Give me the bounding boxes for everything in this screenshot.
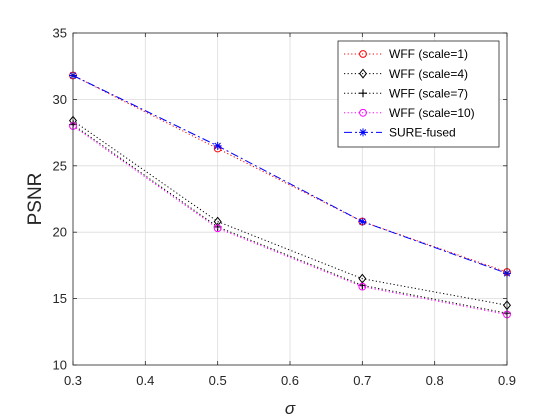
x-tick-label: 0.6 [281, 373, 299, 388]
series-layer [68, 71, 512, 319]
series-line [72, 125, 508, 316]
series-line [72, 75, 508, 274]
legend-swatch-marker [359, 128, 367, 137]
y-tick-label: 15 [53, 291, 67, 306]
legend-item: WFF (scale=10) [344, 106, 475, 120]
legend-item: WFF (scale=7) [344, 86, 468, 100]
series-line [72, 124, 508, 314]
data-point [213, 222, 222, 231]
data-point [358, 282, 367, 291]
legend-label: WFF (scale=1) [389, 47, 468, 61]
x-tick-label: 0.8 [426, 373, 444, 388]
x-tick-label: 0.9 [498, 373, 516, 388]
y-axis-label: PSNR [25, 173, 46, 226]
legend-item: WFF (scale=1) [344, 47, 468, 61]
legend-item: SURE-fused [344, 126, 456, 140]
legend-swatch-marker [358, 68, 368, 79]
y-tick-label: 20 [53, 225, 67, 240]
x-tick-label: 0.5 [209, 373, 227, 388]
x-axis-label: σ [285, 399, 296, 418]
legend-swatch-marker [359, 50, 367, 58]
data-point [358, 281, 367, 290]
legend: WFF (scale=1) WFF (scale=4) WFF (scale=7) W… [337, 40, 500, 148]
legend-label: WFF (scale=10) [389, 106, 475, 120]
data-point [358, 217, 367, 226]
legend-item: WFF (scale=4) [344, 67, 468, 81]
y-tick-label: 25 [53, 158, 67, 173]
legend-label: WFF (scale=4) [389, 67, 468, 81]
data-point [213, 224, 222, 233]
y-tick-label: 35 [53, 26, 67, 41]
x-tick-label: 0.7 [353, 373, 371, 388]
legend-swatch-marker [359, 108, 367, 117]
y-tick-label: 30 [53, 92, 67, 107]
data-point [213, 141, 222, 150]
legend-box [337, 40, 500, 148]
x-tick-label: 0.3 [64, 373, 82, 388]
ticks: 0.3 0.4 0.5 0.6 0.7 0.8 0.9 10 15 20 25 30 35 [53, 26, 517, 389]
series-line [72, 75, 508, 273]
x-tick-label: 0.4 [136, 373, 154, 388]
legend-label: WFF (scale=7) [389, 86, 468, 100]
y-tick-label: 10 [53, 358, 67, 373]
legend-swatch-marker [359, 89, 367, 98]
legend-label: SURE-fused [389, 126, 456, 140]
